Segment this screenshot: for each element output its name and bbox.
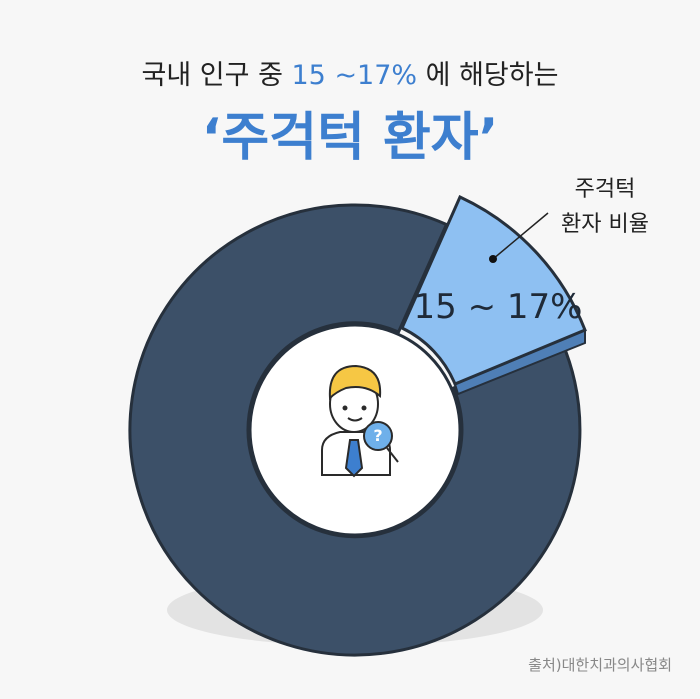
segment-label: 환자 비율 bbox=[561, 212, 649, 237]
segment-label: 주걱턱 bbox=[575, 177, 636, 202]
value-label: 15 ~ 17% bbox=[414, 287, 583, 327]
segment bbox=[400, 194, 587, 386]
donut-rest bbox=[128, 203, 582, 657]
subtitle-text: 국내 인구 중 bbox=[142, 60, 292, 91]
leader-dot bbox=[489, 255, 497, 263]
icon-symbol: ? bbox=[373, 426, 382, 445]
source: 출처)대한치과의사협회 bbox=[528, 656, 672, 674]
title: ‘주걱턱 환자’ bbox=[202, 108, 499, 168]
subtitle: 국내 인구 중 15 ~17% 에 해당하는 bbox=[142, 60, 559, 91]
subtitle-text: 에 해당하는 bbox=[417, 60, 558, 91]
person-icon bbox=[321, 364, 399, 478]
subtitle-highlight: 15 ~17% bbox=[292, 60, 418, 91]
leader-line bbox=[492, 212, 549, 260]
